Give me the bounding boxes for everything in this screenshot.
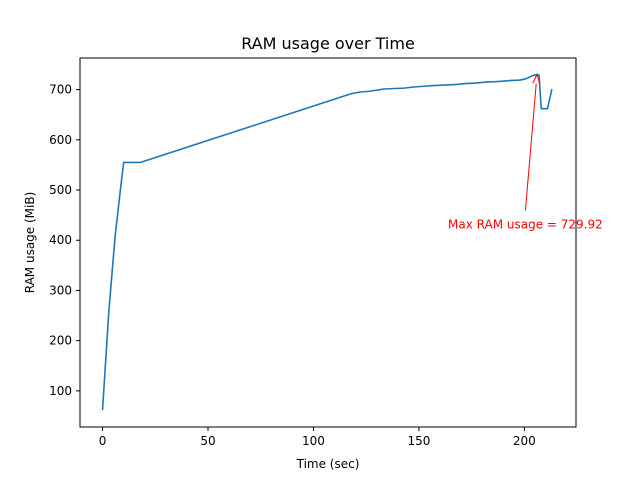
x-tick-label: 100 xyxy=(302,434,325,448)
annotations: Max RAM usage = 729.92 xyxy=(448,73,603,232)
x-tick-label: 50 xyxy=(200,434,215,448)
x-tick-label: 200 xyxy=(513,434,536,448)
chart-title: RAM usage over Time xyxy=(241,34,415,53)
y-tick-label: 500 xyxy=(49,183,72,197)
y-tick-label: 600 xyxy=(49,133,72,147)
annotation-text: Max RAM usage = 729.92 xyxy=(448,218,603,232)
y-axis: 100 200 300 400 500 600 700 xyxy=(49,83,80,398)
annotation-arrow-shaft xyxy=(524,83,537,211)
y-tick-label: 400 xyxy=(49,233,72,247)
x-tick-label: 0 xyxy=(99,434,107,448)
x-tick-label: 150 xyxy=(407,434,430,448)
plot-frame xyxy=(79,57,577,428)
x-axis: 0 50 100 150 200 xyxy=(99,427,536,448)
plot-content xyxy=(101,73,553,411)
annotation-arrow-head xyxy=(532,73,541,85)
y-tick-label: 700 xyxy=(49,83,72,97)
y-tick-label: 300 xyxy=(49,283,72,297)
y-tick-label: 100 xyxy=(49,384,72,398)
series-line xyxy=(101,73,553,411)
y-axis-label: RAM usage (MiB) xyxy=(23,192,37,294)
x-axis-label: Time (sec) xyxy=(296,457,360,471)
y-tick-label: 200 xyxy=(49,334,72,348)
